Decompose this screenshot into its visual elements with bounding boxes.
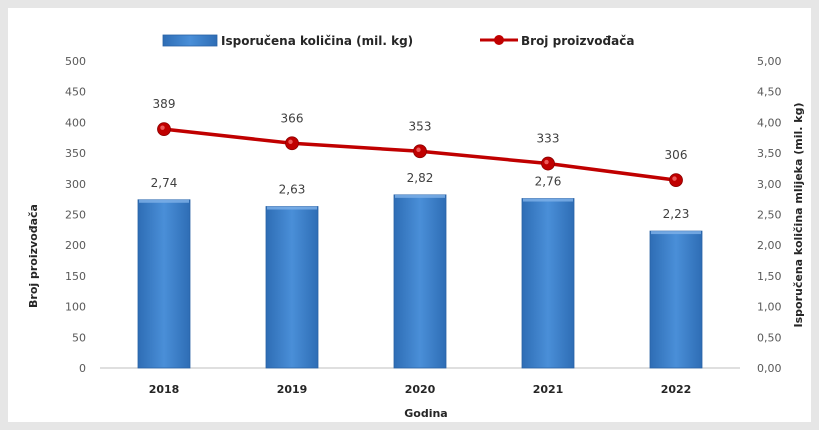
line-point-shine [160,125,165,130]
bar-highlight [395,194,445,198]
bar [393,194,447,369]
y2-tick-label: 0,50 [757,331,782,344]
y2-tick-label: 1,50 [757,270,782,283]
x-axis-title: Godina [404,407,447,420]
line-data-label: 306 [665,148,688,162]
bars-layer [137,194,703,369]
y2-tick-label: 2,50 [757,209,782,222]
y-tick-label: 500 [65,55,86,68]
y-tick-label: 0 [79,362,86,375]
axes-layer: 0 50 100 150 200 250 300 350 400 450 500 0,00 0,50 1,… [65,55,782,396]
line-point-shine [416,147,421,152]
bar-data-label: 2,23 [663,207,690,221]
y-tick-label: 350 [65,147,86,160]
bar-data-label: 2,63 [279,183,306,197]
bar [265,206,319,369]
line-data-label: 333 [537,132,560,146]
y-tick-label: 150 [65,270,86,283]
line-data-label: 353 [409,119,432,133]
y-tick-label: 200 [65,239,86,252]
legend-line-label: Broj proizvođača [521,34,634,48]
bar-data-label: 2,82 [407,171,434,185]
y-tick-label: 450 [65,86,86,99]
x-tick-label: 2022 [661,383,692,396]
x-tick-label: 2021 [533,383,564,396]
y-tick-label: 300 [65,178,86,191]
y2-tick-label: 0,00 [757,362,782,375]
line-data-label: 366 [281,111,304,125]
x-tick-label: 2018 [149,383,180,396]
y2-tick-label: 1,00 [757,301,782,314]
y-tick-label: 400 [65,116,86,129]
bar-data-label: 2,76 [535,175,562,189]
legend-bar-swatch [162,34,218,47]
y-tick-label: 50 [72,331,86,344]
x-tick-label: 2019 [277,383,308,396]
bar [137,199,191,369]
y2-tick-label: 5,00 [757,55,782,68]
y2-tick-label: 2,00 [757,239,782,252]
combo-chart: 0 50 100 150 200 250 300 350 400 450 500 0,00 0,50 1,… [27,34,805,420]
bar [649,230,703,369]
bar [521,198,575,369]
y2-tick-label: 3,50 [757,147,782,160]
line-data-label: 389 [153,97,176,111]
bar-highlight [139,199,189,203]
bar-data-label: 2,74 [151,176,178,190]
legend: Isporučena količina (mil. kg) Broj proiz… [162,34,634,48]
y2-tick-label: 4,50 [757,86,782,99]
x-tick-label: 2020 [405,383,436,396]
line-point-shine [288,139,293,144]
line-point-shine [544,159,549,165]
bar-highlight [523,198,573,202]
y2-tick-label: 4,00 [757,116,782,129]
y-axis-title: Broj proizvođača [27,204,40,308]
y-tick-label: 250 [65,209,86,222]
bar-highlight [267,206,317,210]
y-tick-label: 100 [65,301,86,314]
bar-highlight [651,231,701,235]
line-point-shine [672,176,677,181]
legend-bar-label: Isporučena količina (mil. kg) [221,34,413,48]
labels-layer: 2,74 2,63 2,82 2,76 2,23 389 366 353 333 306 [151,97,690,221]
chart-panel: 0 50 100 150 200 250 300 350 400 450 500 0,00 0,50 1,… [8,8,811,422]
y2-tick-label: 3,00 [757,178,782,191]
line-layer [157,122,683,188]
y2-axis-title: Isporučena količina mlijeka (mil. kg) [792,103,805,328]
legend-line-marker [494,35,504,45]
